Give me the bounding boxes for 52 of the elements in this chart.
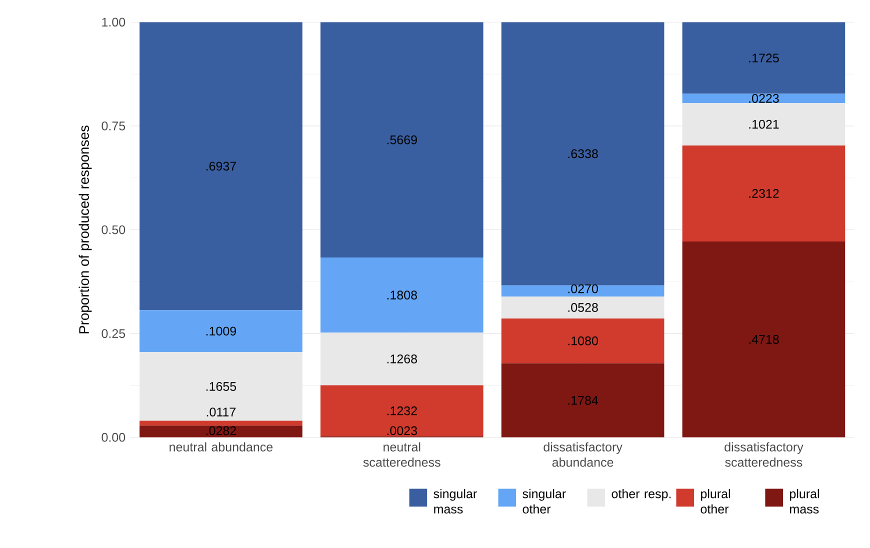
- bar: [682, 145, 846, 242]
- legend-label: plural other: [700, 489, 730, 514]
- y-tick-label: 1.00: [102, 18, 126, 27]
- bar: [140, 22, 302, 310]
- bar: [501, 22, 664, 286]
- legend-label: plural mass: [790, 489, 819, 514]
- data-label: .0023: [387, 426, 417, 436]
- data-label: .1808: [387, 290, 417, 300]
- bar: [320, 385, 484, 436]
- bar: [140, 310, 302, 352]
- bar: [682, 103, 846, 146]
- y-tick-label: 0.00: [102, 432, 126, 442]
- data-label: .0270: [568, 284, 598, 294]
- data-label: .1232: [387, 406, 417, 416]
- bar: [501, 285, 664, 296]
- data-label: .2312: [749, 188, 779, 198]
- bar: [682, 94, 846, 104]
- legend-label: other resp.: [612, 489, 671, 501]
- data-label: .0117: [206, 408, 236, 416]
- bar: [501, 363, 664, 438]
- legend-label: singular other: [522, 489, 566, 514]
- data-label: .1725: [749, 54, 779, 62]
- x-tick-label: dissatisfactory scatteredness: [724, 442, 804, 467]
- data-label: .4718: [749, 334, 779, 344]
- data-label: .1080: [568, 336, 598, 346]
- data-label: .1784: [568, 396, 598, 405]
- data-label: .6338: [568, 149, 598, 158]
- bar: [140, 420, 302, 426]
- y-tick-label: 0.25: [102, 329, 126, 338]
- data-label: .5669: [387, 135, 417, 144]
- y-tick-label: 0.75: [102, 121, 126, 130]
- data-label: .0223: [749, 94, 779, 103]
- legend-label: singular mass: [434, 489, 477, 514]
- bar: [682, 241, 846, 438]
- bar: [501, 318, 664, 364]
- data-label: .6937: [206, 162, 236, 171]
- data-label: .1655: [206, 382, 236, 391]
- bar: [320, 22, 484, 258]
- bar: [140, 426, 302, 438]
- bar: [682, 22, 846, 94]
- data-label: .1009: [206, 326, 236, 336]
- x-tick-label: dissatisfactory abundance: [544, 442, 622, 467]
- x-tick-label: neutral abundance: [170, 442, 273, 452]
- x-tick-label: neutral scatteredness: [363, 442, 440, 467]
- data-label: .1021: [749, 120, 779, 129]
- y-axis-title: Proportion of produced responses: [78, 126, 92, 334]
- bar: [501, 296, 664, 318]
- data-label: .0282: [206, 426, 236, 436]
- data-label: .1268: [387, 354, 417, 364]
- y-tick-label: 0.50: [102, 225, 126, 234]
- data-label: .0528: [568, 303, 598, 312]
- bar: [320, 257, 484, 333]
